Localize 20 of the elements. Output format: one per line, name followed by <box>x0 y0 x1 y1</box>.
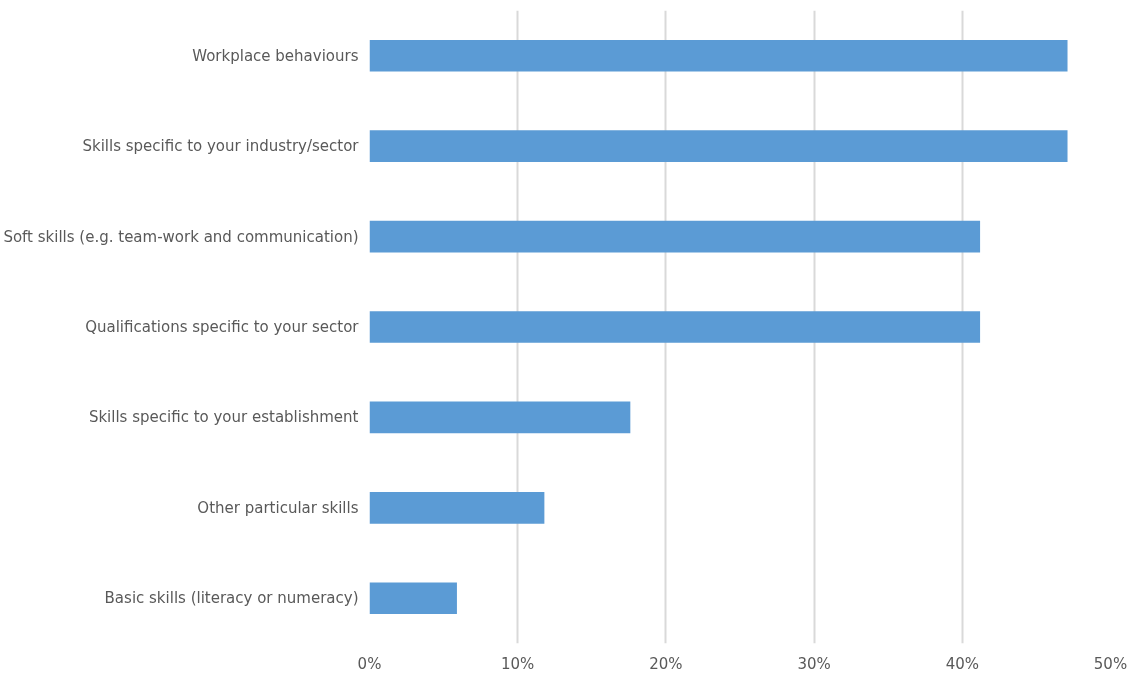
x-tick-label: 30% <box>797 654 831 673</box>
x-tick-label: 10% <box>501 654 535 673</box>
x-tick-label: 40% <box>945 654 979 673</box>
bar <box>369 220 981 253</box>
y-tick-label: Skills specific to your establishment <box>88 408 359 427</box>
bar <box>369 401 631 434</box>
y-tick-label: Soft skills (e.g. team-work and communication) <box>3 227 359 246</box>
y-tick-label: Basic skills (literacy or numeracy) <box>104 589 359 608</box>
bar <box>369 39 1068 72</box>
y-tick-label: Other particular skills <box>197 498 359 517</box>
bar <box>369 582 457 615</box>
x-tick-label: 0% <box>357 654 382 673</box>
bar <box>369 492 545 524</box>
bar <box>369 311 981 343</box>
y-tick-label: Workplace behaviours <box>192 46 359 65</box>
x-tick-label: 50% <box>1093 654 1128 673</box>
y-tick-label: Qualifications specific to your sector <box>85 318 360 336</box>
y-tick-label: Skills specific to your industry/sector <box>82 137 360 156</box>
bar <box>369 130 1068 162</box>
x-tick-label: 20% <box>649 654 683 673</box>
